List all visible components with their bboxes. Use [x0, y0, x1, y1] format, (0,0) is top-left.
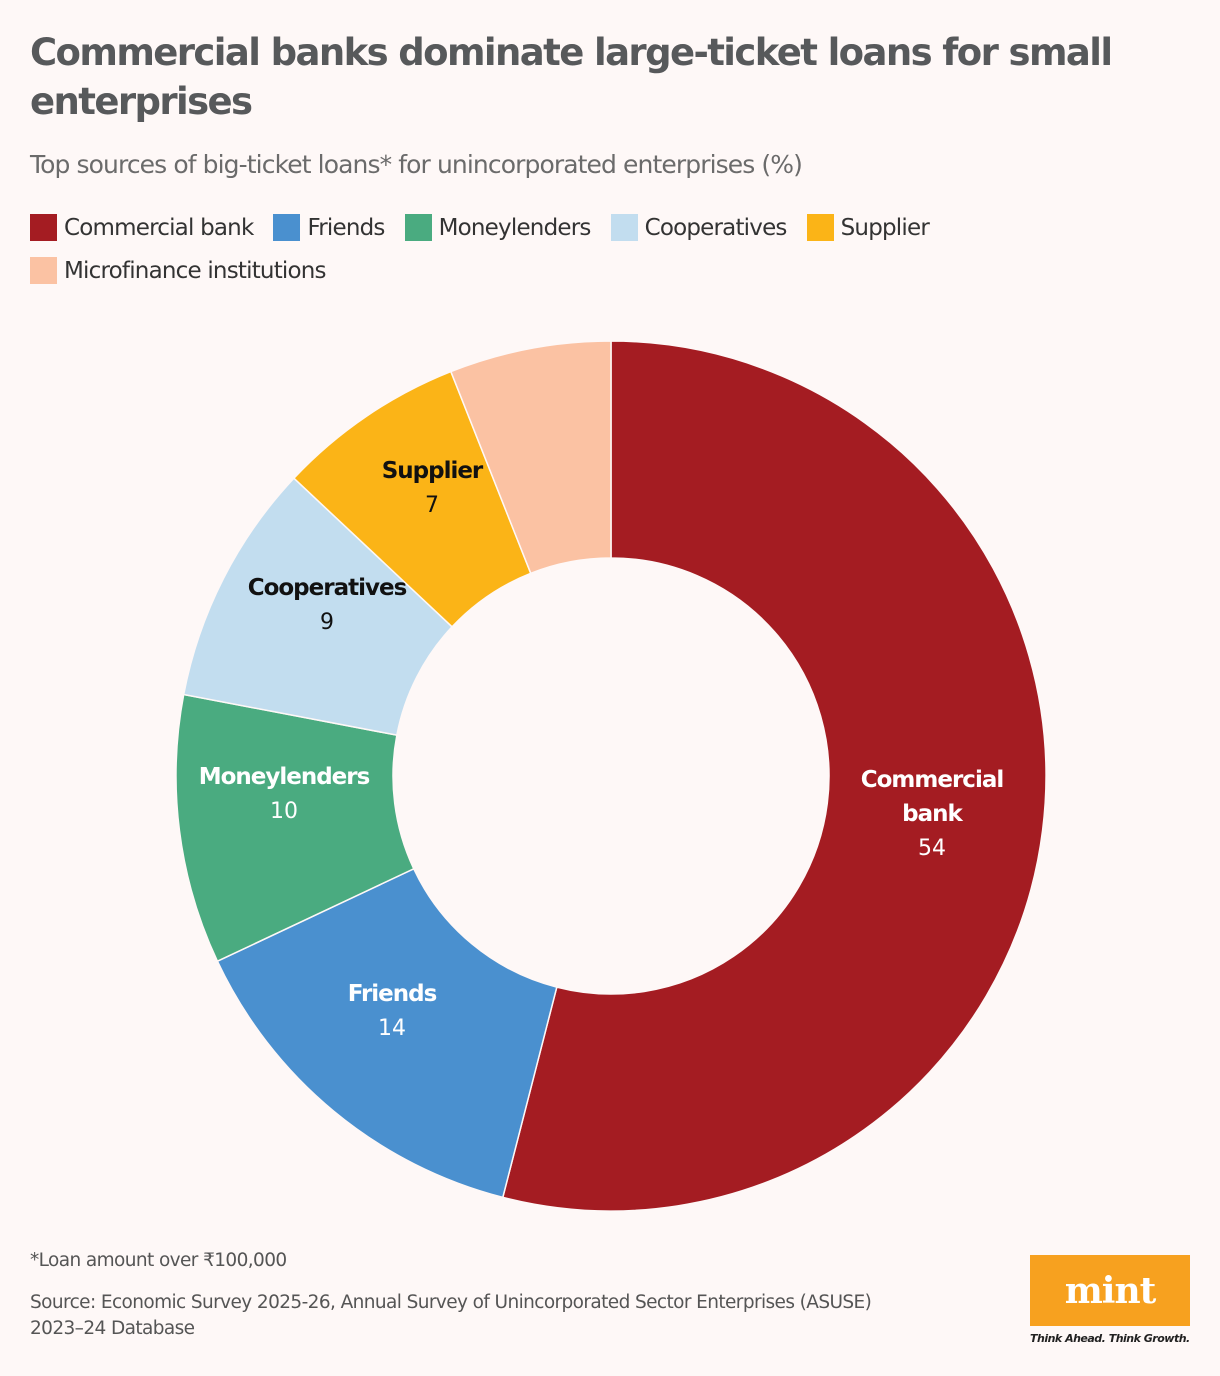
legend-label: Moneylenders: [438, 214, 592, 241]
slice-label: Supplier: [382, 458, 484, 484]
slice-value: 54: [918, 836, 946, 861]
legend-item: Friends: [273, 214, 385, 241]
slice-value: 9: [320, 610, 334, 635]
chart-title: Commercial banks dominate large-ticket l…: [30, 31, 1113, 123]
legend-swatch: [610, 214, 638, 241]
slice-value: 14: [378, 1016, 406, 1041]
mint-logo: mint: [1030, 1255, 1190, 1326]
source-line-2: 2023–24 Database: [30, 1318, 195, 1339]
source-note: Source: Economic Survey 2025-26, Annual …: [30, 1290, 1010, 1342]
legend-swatch: [273, 214, 301, 241]
slice-label: Friends: [348, 981, 437, 1007]
slice-label: Moneylenders: [199, 764, 370, 790]
donut-slice-friends: [216, 867, 558, 1199]
donut-slice-microfinance-institutions: [449, 340, 612, 575]
legend-swatch: [806, 214, 834, 241]
legend-item: Supplier: [806, 214, 930, 241]
legend-item: Moneylenders: [404, 214, 592, 241]
legend-label: Commercial bank: [64, 214, 254, 241]
legend-label: Friends: [307, 214, 385, 241]
legend-item: Cooperatives: [610, 214, 788, 241]
legend-label: Microfinance institutions: [64, 257, 327, 284]
legend-label: Cooperatives: [644, 214, 788, 241]
slice-label: bank: [902, 801, 963, 827]
legend-label: Supplier: [840, 214, 930, 241]
slice-value: 7: [425, 493, 439, 518]
chart-subtitle: Top sources of big-ticket loans* for uni…: [30, 150, 803, 179]
source-line-1: Source: Economic Survey 2025-26, Annual …: [30, 1292, 872, 1313]
legend: Commercial bank Friends Moneylenders Cooper…: [30, 214, 1130, 284]
donut-slice-commercial-bank: [501, 340, 1047, 1212]
slice-label: Cooperatives: [248, 575, 407, 601]
slice-label: Commercial: [861, 767, 1003, 793]
legend-swatch: [30, 214, 57, 241]
footnote: *Loan amount over ₹100,000: [30, 1250, 287, 1271]
slice-value: 10: [270, 799, 298, 824]
legend-item: Microfinance institutions: [30, 257, 1130, 284]
legend-swatch: [404, 214, 432, 241]
legend-swatch: [30, 257, 57, 284]
legend-item: Commercial bank: [30, 214, 254, 241]
logo-tagline: Think Ahead. Think Growth.: [1030, 1332, 1190, 1345]
